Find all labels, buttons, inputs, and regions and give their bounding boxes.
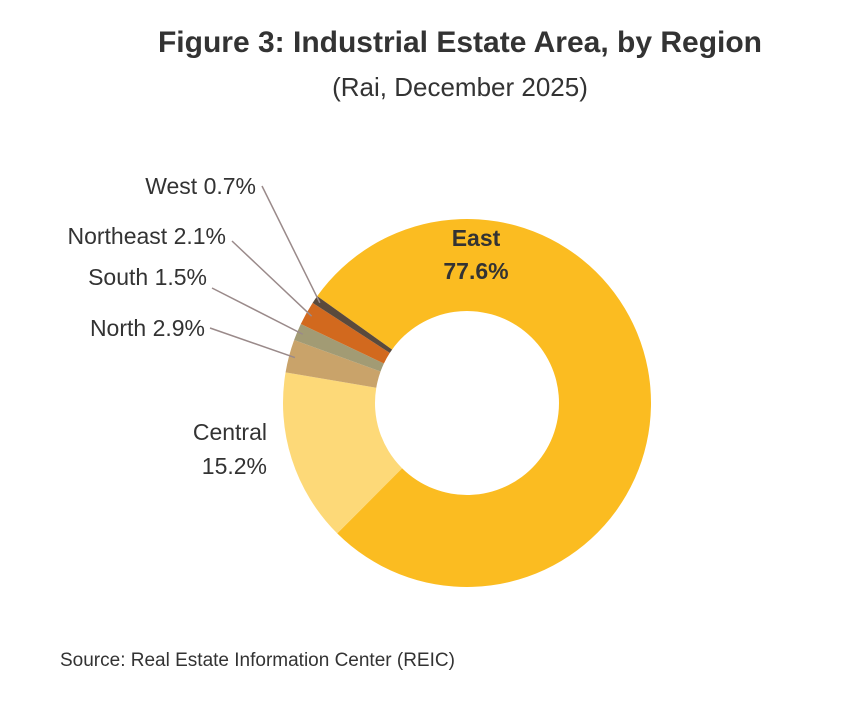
slice-central [283, 372, 403, 534]
slice-labels: East 77.6% Central 15.2% North 2.9% South 1.5… [67, 173, 508, 479]
slice-east [317, 219, 651, 587]
slice-label-north: North 2.9% [90, 315, 205, 341]
leader-line-south [211, 287, 304, 335]
leader-lines [209, 185, 321, 359]
leader-line-west [261, 185, 321, 304]
slices-layer [283, 219, 651, 587]
slice-north [285, 340, 381, 388]
leader-line-north [209, 327, 296, 359]
slice-label-west: West 0.7% [145, 173, 256, 199]
slice-label-central: Central [193, 419, 267, 445]
slice-northeast [300, 302, 390, 364]
slice-value-east: 77.6% [443, 258, 508, 284]
source-note: Source: Real Estate Information Center (… [60, 650, 455, 671]
slice-value-central: 15.2% [202, 453, 267, 479]
slice-south [294, 324, 384, 372]
slice-label-south: South 1.5% [88, 264, 207, 290]
chart-subtitle: (Rai, December 2025) [332, 72, 588, 102]
slice-west [312, 296, 393, 353]
leader-line-northeast [231, 240, 313, 317]
slice-label-northeast: Northeast 2.1% [67, 223, 226, 249]
chart-title: Figure 3: Industrial Estate Area, by Reg… [157, 26, 762, 59]
slice-label-east: East [452, 225, 501, 251]
